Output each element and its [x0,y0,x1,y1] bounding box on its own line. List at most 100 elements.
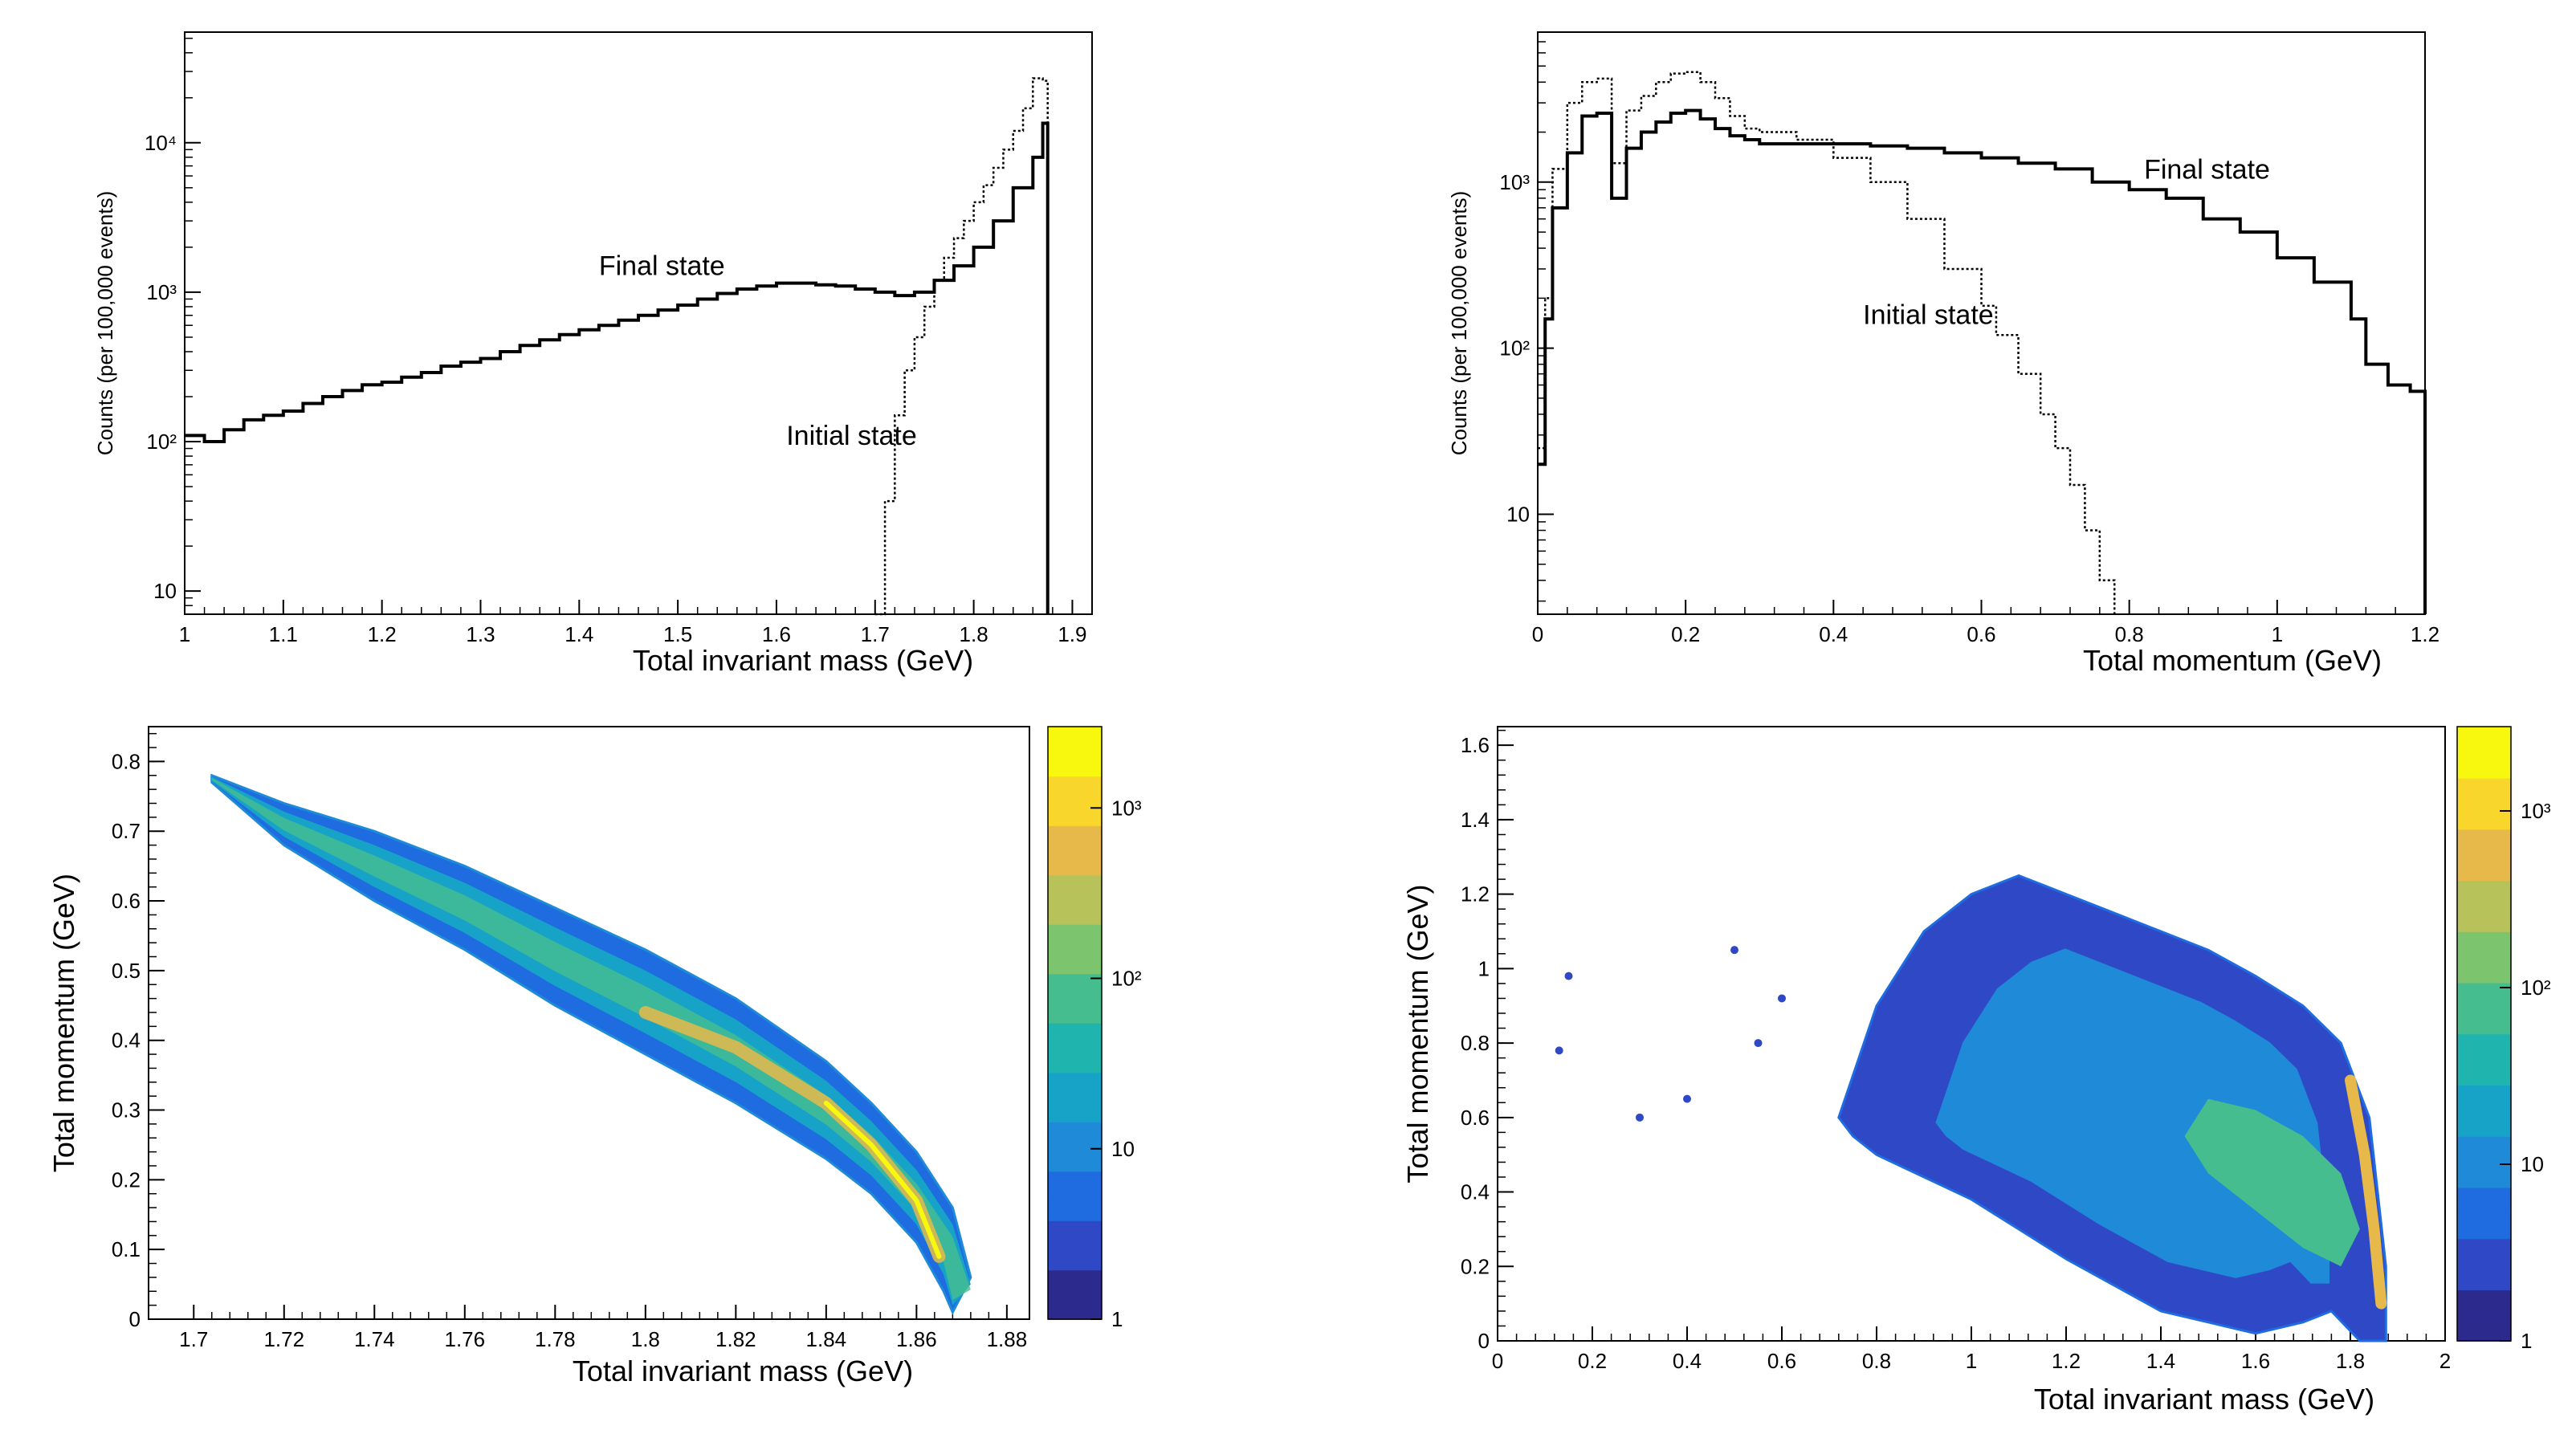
colorbar-segment [1048,924,1102,950]
colorbar-segment [1048,874,1102,901]
y-tick-label: 0.2 [1461,1254,1490,1278]
colorbar-segment [2457,1161,2511,1188]
colorbar-tick-label: 10² [2521,976,2551,1000]
density-band-mid [211,776,971,1306]
density-region-mid [1935,948,2330,1284]
annotation-label: Final state [599,251,725,282]
x-tick-label: 1.9 [1058,622,1086,646]
x-tick-label: 2 [2439,1349,2451,1373]
x-tick-label: 0.2 [1578,1349,1607,1373]
x-axis-label: Total momentum (GeV) [2083,644,2382,677]
x-tick-label: 1.4 [2146,1349,2175,1373]
y-tick-label: 1.2 [1461,882,1490,906]
x-tick-label: 1.76 [444,1327,485,1351]
density-island [1730,946,1738,955]
y-tick-label: 10 [153,579,177,603]
colorbar-segment [2457,1136,2511,1163]
x-axis-label: Total invariant mass (GeV) [633,644,973,677]
colorbar-tick-label: 10² [1111,967,1142,991]
colorbar-segment [2457,956,2511,984]
colorbar-segment [2457,982,2511,1009]
density-hot-edge [2345,1074,2387,1310]
colorbar-tick-label: 10 [1111,1137,1135,1161]
x-tick-label: 1.8 [2336,1349,2365,1373]
y-axis-label: Counts (per 100,000 events) [93,191,117,456]
y-axis-label: Total momentum (GeV) [47,874,80,1172]
colorbar-segment [2457,1289,2511,1316]
x-tick-label: 1.74 [354,1327,395,1351]
y-tick-label: 0.4 [112,1029,141,1053]
colorbar-segment [2457,1187,2511,1214]
density-band-outer [210,773,972,1315]
series-line-initial-state [1538,71,2116,614]
colorbar-segment [1048,1072,1102,1098]
colorbar-segment [2457,1033,2511,1061]
colorbar-segment [1048,1023,1102,1049]
x-tick-label: 0.8 [2115,622,2144,646]
plot-frame [148,726,1030,1320]
y-tick-label: 0.7 [112,819,141,843]
x-tick-label: 1.6 [2241,1349,2270,1373]
colorbar-tick-label: 10³ [1111,796,1142,820]
colorbar-segment [1048,776,1102,802]
colorbar-segment [1048,1146,1102,1172]
colorbar-segment [1048,948,1102,975]
colorbar-segment [1048,1047,1102,1073]
x-tick-label: 0.6 [1767,1349,1796,1373]
x-tick-label: 0 [1532,622,1543,646]
x-tick-label: 1 [2272,622,2283,646]
density-band-inner [211,777,971,1301]
colorbar-segment [2457,906,2511,932]
y-tick-label: 0 [1478,1329,1490,1353]
series-line-initial-state [874,77,1049,616]
y-axis-label: Counts (per 100,000 events) [1447,191,1471,456]
y-tick-label: 10² [1499,336,1530,361]
colorbar-tick-label: 1 [2521,1329,2532,1353]
colorbar-segment [2457,1238,2511,1265]
annotation-label: Final state [2144,154,2270,185]
colorbar-segment [2457,829,2511,856]
y-tick-label: 10² [146,430,177,454]
y-axis-label: Total momentum (GeV) [1401,884,1434,1183]
x-axis-label: Total invariant mass (GeV) [2034,1383,2374,1416]
colorbar-segment [1048,751,1102,777]
y-tick-label: 10³ [146,280,177,304]
colorbar-segment [1048,1245,1102,1271]
colorbar-tick-label: 10³ [2521,799,2551,823]
density-island [1564,972,1573,980]
y-tick-label: 0 [129,1307,141,1331]
y-tick-label: 0.6 [112,889,141,913]
x-tick-label: 1.3 [466,622,495,646]
panel-mass_vs_momentum_final: 0 0.2 0.4 0.6 0.8 1 1.2 1.4 1.6 1.8 2 0 0.2 0.4 0.6 0.8… [1401,726,2551,1416]
x-tick-label: 0.2 [1671,622,1700,646]
x-tick-label: 1.84 [806,1327,847,1351]
colorbar-segment [1048,801,1102,826]
density-island [1636,1113,1644,1122]
x-tick-label: 1.2 [2052,1349,2081,1373]
colorbar-tick-label: 1 [1111,1307,1123,1331]
density-peak-ridge [823,1100,942,1259]
colorbar-segment [2457,1110,2511,1137]
colorbar-segment [1048,1122,1102,1147]
panel-mass_hist: 1 1.1 1.2 1.3 1.4 1.5 1.6 1.7 1.8 1.9 10 10² 10³ 10⁴ T… [93,31,1093,677]
x-tick-label: 0.4 [1673,1349,1702,1373]
colorbar-segment [1048,1171,1102,1197]
x-axis-label: Total invariant mass (GeV) [573,1355,913,1387]
colorbar-segment [1048,849,1102,876]
x-tick-label: 1.4 [565,622,593,646]
y-tick-label: 0.1 [112,1237,141,1261]
series-line-final-state [185,121,1050,614]
colorbar-segment [1048,899,1102,925]
x-tick-label: 1.8 [960,622,988,646]
colorbar-segment [2457,931,2511,958]
x-tick-label: 0.4 [1819,622,1848,646]
x-tick-label: 1.78 [535,1327,576,1351]
density-island [1778,994,1786,1003]
density-island [1754,1039,1763,1048]
x-tick-label: 1 [179,622,190,646]
colorbar-segment [2457,1264,2511,1291]
colorbar-segment [1048,1220,1102,1246]
annotation-label: Initial state [786,421,917,451]
colorbar-segment [2457,1212,2511,1240]
